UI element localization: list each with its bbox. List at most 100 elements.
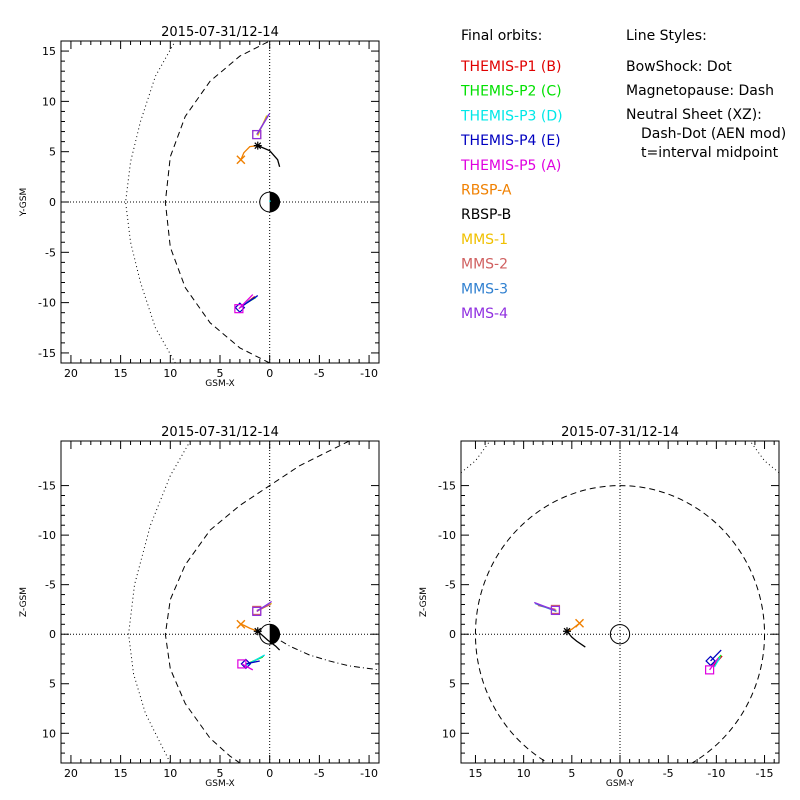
x-tick-label: 15 xyxy=(468,767,482,780)
legend-item-mms-2: MMS-2 xyxy=(461,257,508,273)
rbsp-a-x-marker xyxy=(236,155,246,165)
legend-item-themis-p4: THEMIS-P4 (E) xyxy=(460,133,561,149)
x-tick-label: 15 xyxy=(114,367,128,380)
legend-item-themis-p5: THEMIS-P5 (A) xyxy=(460,158,561,174)
themis-p5-square-marker xyxy=(234,304,244,314)
y-tick-label: 5 xyxy=(49,678,56,691)
x-tick-label: 5 xyxy=(568,767,575,780)
x-tick-label: -5 xyxy=(314,767,325,780)
legend-orbits-heading: Final orbits: xyxy=(461,28,542,44)
legend-item-themis-p1: THEMIS-P1 (B) xyxy=(460,59,561,75)
x-tick-label: 20 xyxy=(64,367,78,380)
rbsp-b-asterisk-marker xyxy=(563,627,571,636)
y-tick-label: -10 xyxy=(38,297,56,310)
y-tick-label: 10 xyxy=(42,95,56,108)
y-axis-label: Y-GSM xyxy=(19,188,29,217)
y-tick-label: 0 xyxy=(49,196,56,209)
themis-p4-orbit-line xyxy=(710,649,722,662)
y-tick-label: 0 xyxy=(49,628,56,641)
neutral-sheet-line xyxy=(269,633,379,671)
plot-area xyxy=(461,441,779,763)
magnetopause-line xyxy=(474,485,766,763)
themis-p5-orbit-line xyxy=(238,294,254,310)
themis-p5-orbit-line xyxy=(241,663,254,671)
magnetopause-line xyxy=(164,441,350,763)
y-tick-label: -5 xyxy=(445,579,456,592)
x-tick-label: 0 xyxy=(617,767,624,780)
themis-p4-orbit-line xyxy=(245,660,260,665)
magnetopause-line xyxy=(164,41,270,363)
rbsp-a-x-marker xyxy=(575,618,585,628)
x-tick-label: 10 xyxy=(163,767,177,780)
mms-4-square-marker xyxy=(550,605,561,616)
y-tick-label: -5 xyxy=(45,579,56,592)
x-tick-label: -10 xyxy=(707,767,725,780)
x-axis-label: GSM-X xyxy=(205,779,234,789)
legend-item-rbsp-a: RBSP-A xyxy=(461,183,512,199)
rbsp-b-orbit-line xyxy=(257,630,281,651)
x-tick-label: 5 xyxy=(217,767,224,780)
plot-area xyxy=(61,41,379,363)
x-tick-label: -10 xyxy=(360,767,378,780)
plot-frame xyxy=(60,440,380,764)
rbsp-b-orbit-line xyxy=(257,145,281,167)
plot-title: 2015-07-31/12-14 xyxy=(161,425,279,440)
x-tick-label: 10 xyxy=(517,767,531,780)
y-tick-label: -10 xyxy=(438,529,456,542)
rbsp-b-asterisk-marker xyxy=(253,141,262,150)
earth-night-side xyxy=(269,192,280,212)
legend-style-line: Magnetopause: Dash xyxy=(626,83,774,99)
legend-style-line: Neutral Sheet (XZ): xyxy=(626,107,762,123)
y-tick-label: -15 xyxy=(38,347,56,360)
x-tick-label: -5 xyxy=(663,767,674,780)
themis-p5-square-marker xyxy=(705,665,715,675)
mms-4-orbit-line xyxy=(256,113,271,135)
rbsp-a-orbit-line xyxy=(240,623,258,632)
x-tick-label: -15 xyxy=(756,767,774,780)
mms-4-square-marker xyxy=(252,129,262,140)
x-tick-label: 0 xyxy=(266,767,273,780)
y-tick-label: 5 xyxy=(449,678,456,691)
y-tick-label: -15 xyxy=(38,480,56,493)
x-tick-label: 20 xyxy=(64,767,78,780)
legend-item-rbsp-b: RBSP-B xyxy=(461,207,511,223)
rbsp-b-asterisk-marker xyxy=(253,627,262,636)
legend-item-mms-4: MMS-4 xyxy=(461,306,508,322)
legend: Final orbits: THEMIS-P1 (B) THEMIS-P2 (C)… xyxy=(460,28,786,322)
legend-style-line: t=interval midpoint xyxy=(641,145,779,161)
plot-yz: 2015-07-31/12-14 GSM-Y Z-GSM 15 10 5 0 -5 -10 -15… xyxy=(419,425,780,789)
legend-item-mms-1: MMS-1 xyxy=(461,232,508,248)
earth-night-side xyxy=(269,624,280,645)
legend-styles-heading: Line Styles: xyxy=(626,28,707,44)
y-tick-label: 10 xyxy=(442,727,456,740)
x-axis-label: GSM-X xyxy=(205,379,234,389)
y-tick-label: 15 xyxy=(42,45,56,58)
themis-p3-orbit-line xyxy=(713,656,721,668)
plot-title: 2015-07-31/12-14 xyxy=(561,425,679,440)
plot-area xyxy=(61,441,379,763)
x-tick-label: 0 xyxy=(266,367,273,380)
plot-title: 2015-07-31/12-14 xyxy=(161,25,279,40)
mms-4-square-marker xyxy=(252,606,262,617)
y-tick-label: -10 xyxy=(38,529,56,542)
y-tick-label: -5 xyxy=(45,246,56,259)
legend-style-line: BowShock: Dot xyxy=(626,59,732,75)
y-tick-label: -15 xyxy=(438,480,456,493)
legend-style-line: Dash-Dot (AEN mod) xyxy=(641,126,786,142)
legend-item-mms-3: MMS-3 xyxy=(461,281,508,297)
plot-xz: 2015-07-31/12-14 GSM-X Z-GSM 20 15 10 5 0 -5 -10 -… xyxy=(19,425,380,789)
rbsp-a-x-marker xyxy=(236,619,246,629)
bow-shock-line xyxy=(125,41,176,363)
y-tick-label: 10 xyxy=(42,727,56,740)
y-axis-label: Z-GSM xyxy=(419,587,429,617)
x-tick-label: 10 xyxy=(163,367,177,380)
legend-item-themis-p3: THEMIS-P3 (D) xyxy=(460,108,563,124)
legend-item-themis-p2: THEMIS-P2 (C) xyxy=(460,84,562,100)
bow-shock-line xyxy=(128,441,191,763)
themis-p5-orbit-line xyxy=(709,657,719,671)
mms-4-orbit-line xyxy=(256,600,273,612)
y-tick-label: 0 xyxy=(449,628,456,641)
y-tick-label: 5 xyxy=(49,146,56,159)
x-tick-label: -5 xyxy=(314,367,325,380)
